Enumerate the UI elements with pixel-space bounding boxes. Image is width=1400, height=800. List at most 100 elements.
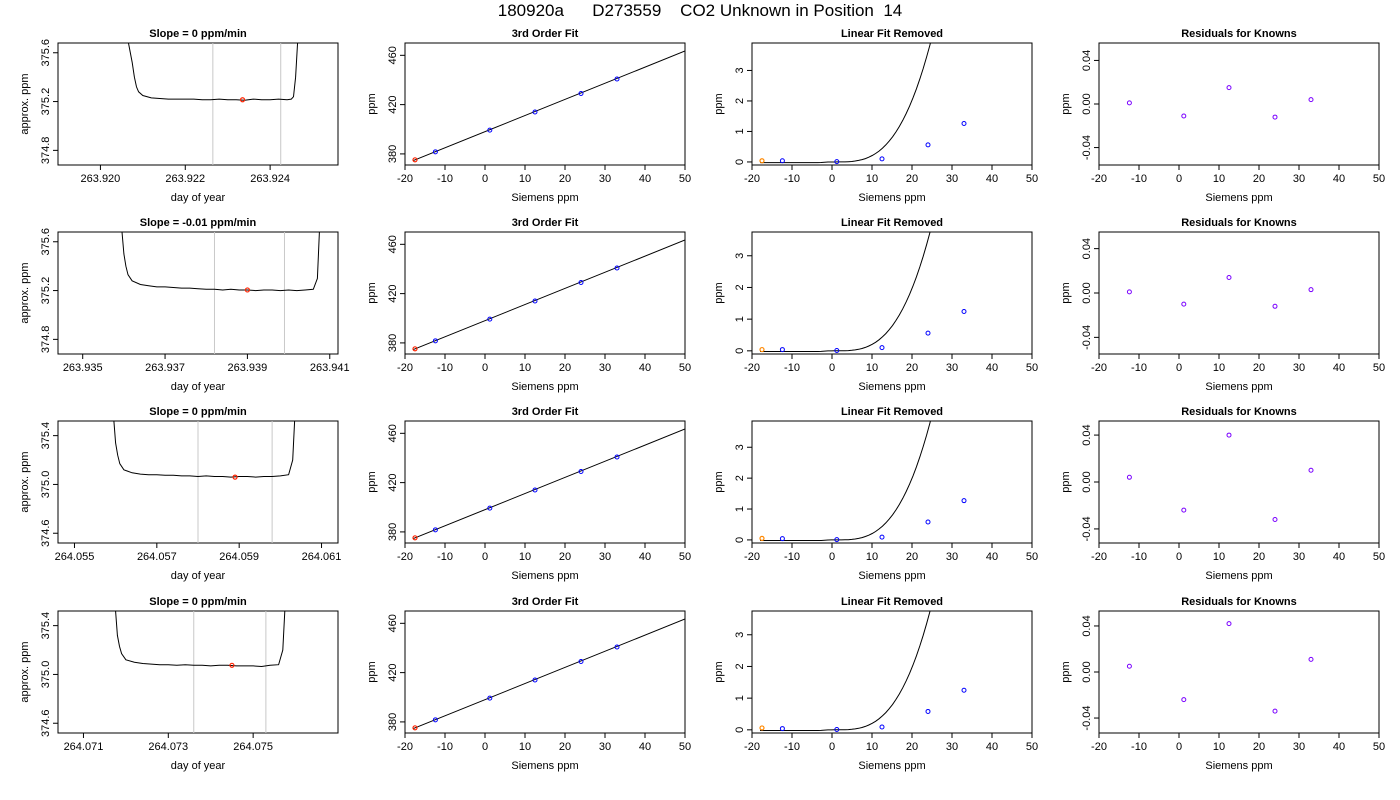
x-tick-label: 30 bbox=[599, 173, 611, 185]
y-tick-label: 2 bbox=[734, 475, 746, 481]
y-tick-label: 420 bbox=[387, 473, 399, 491]
x-axis-label: Siemens ppm bbox=[511, 381, 578, 393]
data-point bbox=[614, 454, 620, 460]
data-point bbox=[961, 121, 967, 127]
x-tick-label: 10 bbox=[1213, 173, 1225, 185]
x-tick-label: -10 bbox=[784, 741, 800, 753]
x-tick-label: 264.061 bbox=[302, 551, 342, 563]
x-axis-label: Siemens ppm bbox=[858, 570, 925, 582]
y-tick-label: 2 bbox=[734, 284, 746, 290]
y-tick-label: 375.4 bbox=[40, 612, 52, 640]
x-tick-label: 50 bbox=[1026, 173, 1038, 185]
data-point bbox=[487, 695, 493, 701]
data-point bbox=[1308, 656, 1314, 662]
x-tick-label: 0 bbox=[482, 741, 488, 753]
chart-panel-10: 3rd Order Fit -20 -10 0 10 20 30 40 50 380 420 460 S… bbox=[366, 406, 691, 582]
x-tick-label: 264.057 bbox=[137, 551, 177, 563]
chart-title: Slope = 0 ppm/min bbox=[149, 28, 247, 40]
x-tick-label: 0 bbox=[1176, 551, 1182, 563]
x-tick-label: -20 bbox=[397, 741, 413, 753]
x-tick-label: 0 bbox=[1176, 362, 1182, 374]
y-axis-label: ppm bbox=[1060, 661, 1072, 682]
data-point bbox=[487, 127, 493, 133]
y-tick-label: 0.00 bbox=[1081, 282, 1093, 303]
chart-panel-13: Slope = 0 ppm/min 264.071 264.073 264.075 37… bbox=[19, 596, 339, 772]
x-tick-label: 263.924 bbox=[250, 173, 290, 185]
chart-title: 3rd Order Fit bbox=[512, 217, 579, 229]
x-tick-label: -20 bbox=[397, 362, 413, 374]
y-tick-label: -0.04 bbox=[1081, 705, 1093, 730]
x-tick-label: 40 bbox=[986, 173, 998, 185]
x-tick-label: 30 bbox=[946, 362, 958, 374]
x-axis-label: Siemens ppm bbox=[858, 192, 925, 204]
y-tick-label: 0 bbox=[734, 348, 746, 354]
plot-area bbox=[412, 618, 685, 731]
trace-line bbox=[113, 421, 296, 478]
x-tick-label: -10 bbox=[784, 173, 800, 185]
data-point bbox=[578, 91, 584, 97]
data-point bbox=[1126, 100, 1132, 106]
fit-line bbox=[412, 50, 685, 162]
y-tick-label: 0.04 bbox=[1081, 238, 1093, 259]
chart-panel-9: Slope = 0 ppm/min 264.055 264.057 264.059 26… bbox=[19, 406, 341, 582]
y-tick-label: 374.6 bbox=[40, 519, 52, 547]
x-tick-label: 20 bbox=[559, 362, 571, 374]
data-point bbox=[879, 345, 885, 351]
x-tick-label: 10 bbox=[1213, 362, 1225, 374]
chart-title: Linear Fit Removed bbox=[841, 596, 943, 608]
y-tick-label: 0.04 bbox=[1081, 615, 1093, 636]
y-tick-label: 420 bbox=[387, 95, 399, 113]
plot-frame bbox=[751, 42, 1033, 166]
data-point bbox=[879, 534, 885, 540]
data-point bbox=[614, 76, 620, 82]
plot-frame bbox=[1098, 231, 1380, 355]
x-tick-label: 10 bbox=[519, 741, 531, 753]
x-tick-label: 30 bbox=[946, 173, 958, 185]
y-tick-label: 3 bbox=[734, 253, 746, 259]
y-tick-label: 380 bbox=[387, 523, 399, 541]
x-tick-label: 20 bbox=[559, 551, 571, 563]
plot-frame bbox=[404, 420, 686, 544]
chart-panel-16: Residuals for Knowns -20 -10 0 10 20 30 40 50 -0.… bbox=[1060, 596, 1385, 772]
chart-panel-3: Linear Fit Removed -20 -10 0 10 20 30 40 50 0 1 2 3 S… bbox=[713, 28, 1038, 204]
chart-panel-4: Residuals for Knowns -20 -10 0 10 20 30 40 50 -0.… bbox=[1060, 28, 1385, 204]
x-tick-label: 0 bbox=[482, 173, 488, 185]
y-axis-label: ppm bbox=[366, 471, 378, 492]
y-axis-label: ppm bbox=[366, 282, 378, 303]
plot-area bbox=[759, 43, 967, 165]
data-point bbox=[879, 156, 885, 162]
y-axis-label: ppm bbox=[713, 93, 725, 114]
data-point bbox=[1272, 114, 1278, 120]
data-point bbox=[1226, 85, 1232, 91]
x-axis-label: Siemens ppm bbox=[511, 760, 578, 772]
fit-curve bbox=[760, 232, 931, 352]
plot-area bbox=[1126, 621, 1314, 714]
chart-panel-11: Linear Fit Removed -20 -10 0 10 20 30 40 50 0 1 2 3 S… bbox=[713, 406, 1038, 582]
y-tick-label: 1 bbox=[734, 128, 746, 134]
data-point bbox=[1181, 697, 1187, 703]
y-tick-label: 1 bbox=[734, 506, 746, 512]
x-tick-label: 50 bbox=[1026, 741, 1038, 753]
x-axis-label: Siemens ppm bbox=[858, 381, 925, 393]
x-tick-label: 10 bbox=[519, 362, 531, 374]
data-point bbox=[1308, 287, 1314, 293]
x-tick-label: -10 bbox=[784, 362, 800, 374]
sample-marker bbox=[412, 346, 418, 352]
sample-marker bbox=[244, 287, 251, 293]
data-point bbox=[879, 724, 885, 730]
chart-title: Slope = 0 ppm/min bbox=[149, 406, 247, 418]
y-tick-label: 460 bbox=[387, 424, 399, 442]
y-tick-label: 3 bbox=[734, 67, 746, 73]
plot-frame bbox=[57, 231, 339, 355]
x-tick-label: 40 bbox=[1333, 173, 1345, 185]
x-tick-label: 20 bbox=[1253, 551, 1265, 563]
plot-frame bbox=[1098, 42, 1380, 166]
x-tick-label: 10 bbox=[866, 551, 878, 563]
y-axis-label: ppm bbox=[366, 93, 378, 114]
data-point bbox=[834, 727, 840, 733]
plot-area bbox=[121, 232, 320, 354]
chart-panel-12: Residuals for Knowns -20 -10 0 10 20 30 40 50 -0.… bbox=[1060, 406, 1385, 582]
x-tick-label: 50 bbox=[1373, 362, 1385, 374]
plot-area bbox=[127, 43, 299, 165]
